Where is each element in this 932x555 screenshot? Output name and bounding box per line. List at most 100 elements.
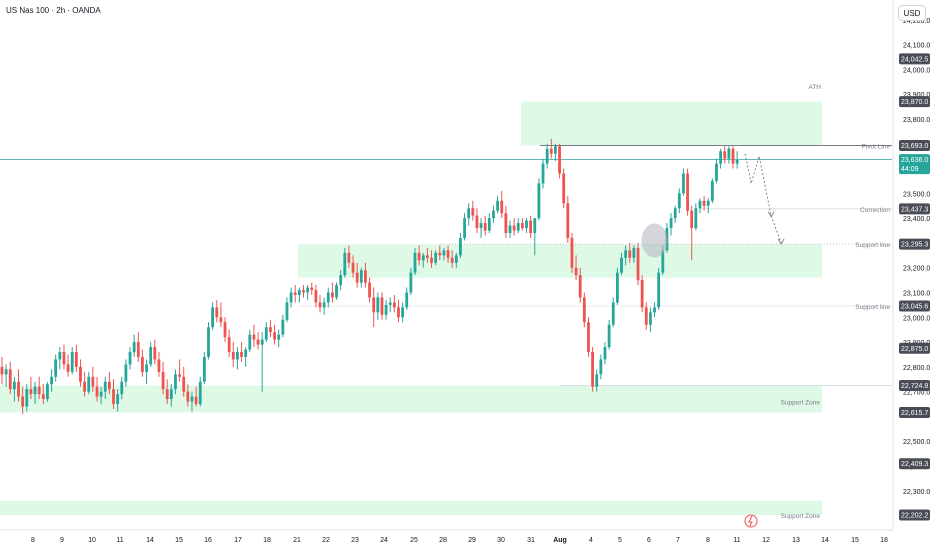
candle-body	[392, 302, 396, 308]
candle-body	[37, 386, 41, 395]
candle-body	[409, 272, 413, 293]
candle-body	[657, 272, 661, 308]
candle-body	[17, 381, 20, 397]
candle-body	[4, 369, 8, 375]
candle-body	[384, 304, 388, 315]
candle-body	[570, 237, 574, 268]
candle-body	[587, 322, 590, 352]
candle-body	[702, 200, 706, 206]
candle-body	[529, 220, 533, 234]
candle-body	[727, 148, 731, 159]
candle-body	[533, 218, 537, 234]
candle-body	[306, 287, 310, 293]
candle-body	[682, 173, 685, 194]
x-tick-label: 15	[175, 537, 183, 544]
candle-body	[644, 307, 648, 325]
x-tick-label: 10	[88, 537, 96, 544]
candle-body	[376, 297, 380, 313]
candle-body	[512, 225, 516, 231]
projection-arrow	[744, 153, 772, 216]
candle-body	[194, 396, 198, 405]
y-tick-label: 24,100.0	[903, 43, 930, 50]
candle-body	[302, 290, 305, 293]
candle-body	[516, 223, 520, 231]
candle-body	[66, 364, 70, 372]
candle-body	[525, 220, 528, 229]
arrowhead	[777, 238, 785, 245]
x-tick-label: Aug	[553, 537, 567, 544]
x-tick-label: 17	[234, 537, 242, 544]
price-badge-label: 22,202.2	[901, 513, 928, 520]
candle-body	[70, 352, 74, 372]
candle-body	[227, 337, 231, 352]
candle-body	[236, 352, 239, 360]
candle-body	[231, 352, 235, 360]
y-tick-label: 22,700.0	[903, 390, 930, 397]
candle-body	[487, 218, 491, 231]
candle-body	[50, 376, 53, 385]
candle-body	[351, 262, 355, 273]
candle-body	[620, 257, 623, 273]
y-tick-label: 22,800.0	[903, 365, 930, 372]
candle-body	[128, 352, 132, 365]
candle-body	[331, 292, 334, 298]
y-tick-label: 24,000.0	[903, 67, 930, 74]
x-tick-label: 4	[589, 537, 593, 544]
candle-body	[500, 200, 504, 214]
price-badge-label: 23,437.3	[901, 206, 928, 213]
x-tick-label: 14	[146, 537, 154, 544]
candle-body	[508, 225, 512, 234]
chart-title: US Nas 100 · 2h · OANDA	[6, 6, 101, 15]
candle-body	[479, 223, 483, 229]
candle-body	[698, 200, 702, 209]
candle-body	[558, 146, 561, 174]
price-badge	[899, 458, 930, 470]
candle-body	[149, 347, 153, 365]
x-tick-label: 23	[351, 537, 359, 544]
annotation-label: Pivot Line	[861, 144, 890, 151]
currency-button[interactable]: USD	[898, 5, 926, 21]
price-badge	[899, 509, 930, 521]
x-tick-label: 24	[380, 537, 388, 544]
candle-body	[141, 356, 144, 372]
annotation-label: Support line	[855, 304, 890, 311]
price-badge	[899, 203, 930, 215]
candle-body	[463, 218, 466, 238]
candle-body	[62, 352, 66, 365]
candle-body	[706, 200, 710, 206]
candle-body	[677, 193, 681, 209]
price-badge-label: 22,875.0	[901, 346, 928, 353]
candle-body	[215, 307, 219, 318]
price-badge-label: 22,409.3	[901, 461, 928, 468]
candle-body	[554, 146, 557, 154]
candle-body	[58, 352, 62, 360]
price-badge	[899, 96, 930, 108]
x-tick-label: 18	[263, 537, 271, 544]
candle-body	[202, 356, 206, 382]
x-tick-label: 18	[880, 537, 888, 544]
x-tick-label: 30	[497, 537, 505, 544]
y-tick-label: 23,200.0	[903, 266, 930, 273]
candle-body	[186, 391, 190, 402]
candle-body	[165, 389, 169, 400]
candle-body	[661, 250, 665, 273]
candle-body	[467, 208, 471, 219]
annotation-label: Support line	[855, 242, 890, 249]
candle-body	[153, 347, 157, 360]
price-badge	[899, 53, 930, 65]
candle-body	[326, 292, 330, 303]
candle-body	[364, 270, 367, 283]
annotation-label: Support Zone	[781, 513, 821, 520]
price-badge	[899, 300, 930, 312]
candle-body	[95, 386, 99, 397]
candle-body	[169, 389, 173, 400]
candle-body	[694, 208, 698, 229]
candle-body	[347, 252, 351, 263]
candle-body	[12, 381, 16, 390]
y-tick-label: 23,100.0	[903, 291, 930, 298]
candle-body	[161, 371, 165, 390]
ath-zone	[521, 101, 822, 146]
candle-body	[368, 282, 371, 298]
candle-body	[116, 394, 120, 405]
